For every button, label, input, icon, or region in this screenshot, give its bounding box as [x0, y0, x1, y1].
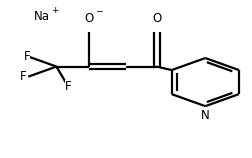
Text: F: F: [20, 70, 26, 83]
Text: F: F: [65, 80, 71, 93]
Text: N: N: [200, 109, 209, 122]
Text: −: −: [94, 6, 102, 15]
Text: +: +: [51, 6, 59, 15]
Text: O: O: [84, 12, 93, 25]
Text: Na: Na: [33, 10, 49, 23]
Text: F: F: [24, 50, 30, 63]
Text: O: O: [151, 12, 161, 25]
